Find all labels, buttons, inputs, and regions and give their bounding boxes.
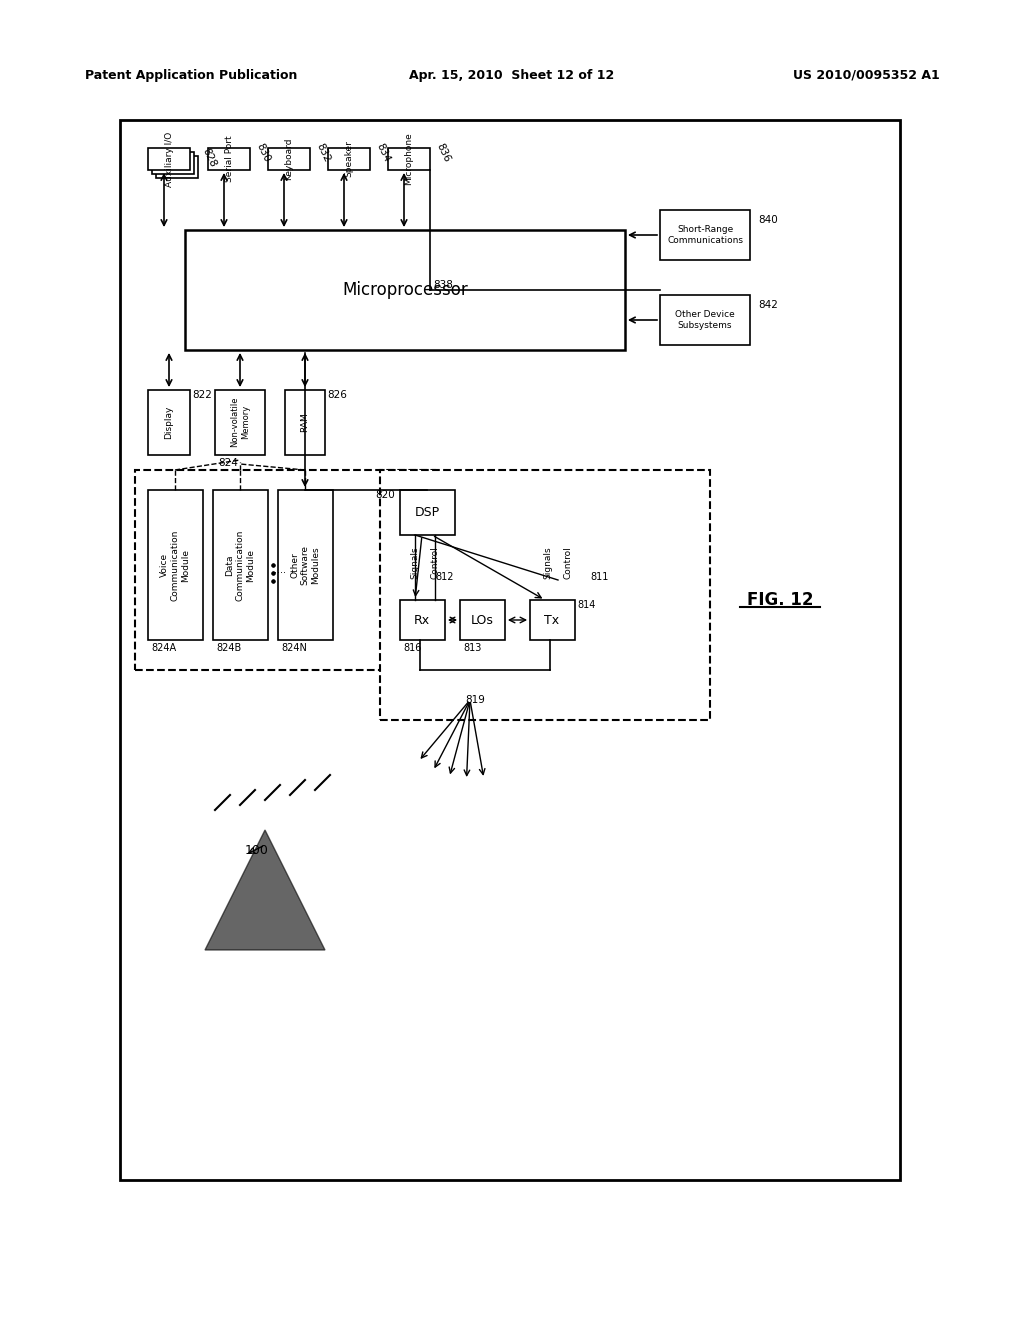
Text: 826: 826: [327, 389, 347, 400]
Text: 816: 816: [403, 643, 421, 653]
Bar: [148, 389, 190, 455]
Text: DSP: DSP: [415, 506, 439, 519]
Bar: [135, 470, 435, 671]
Text: 819: 819: [465, 696, 485, 705]
Text: Other Device
Subsystems: Other Device Subsystems: [675, 310, 735, 330]
Text: Signals: Signals: [544, 546, 553, 579]
Bar: [660, 294, 750, 345]
Text: 838: 838: [433, 280, 453, 290]
Bar: [120, 120, 900, 1180]
Bar: [185, 230, 625, 350]
Text: 842: 842: [758, 300, 778, 310]
Text: Auxiliary I/O: Auxiliary I/O: [165, 132, 173, 186]
Text: 832: 832: [314, 141, 332, 164]
Bar: [530, 601, 575, 640]
Text: RAM: RAM: [300, 412, 309, 432]
Text: 840: 840: [758, 215, 778, 224]
Text: Non-volatile
Memory: Non-volatile Memory: [230, 397, 250, 447]
Bar: [152, 152, 194, 174]
Text: 824N: 824N: [281, 643, 307, 653]
Text: .....: .....: [271, 565, 286, 576]
Text: 824B: 824B: [216, 643, 242, 653]
Text: Patent Application Publication: Patent Application Publication: [85, 69, 297, 82]
Text: Control: Control: [430, 546, 439, 579]
Text: 812: 812: [436, 572, 455, 582]
Bar: [328, 148, 370, 170]
Bar: [660, 210, 750, 260]
Text: 814: 814: [577, 601, 595, 610]
Bar: [148, 490, 203, 640]
Bar: [388, 148, 430, 170]
Text: Keyboard: Keyboard: [285, 137, 294, 181]
Text: Tx: Tx: [545, 614, 559, 627]
Bar: [268, 148, 310, 170]
Text: 836: 836: [434, 141, 452, 164]
Bar: [156, 156, 198, 178]
Text: 830: 830: [254, 143, 271, 164]
Text: 813: 813: [463, 643, 481, 653]
Text: Rx: Rx: [414, 614, 430, 627]
Text: 834: 834: [374, 141, 391, 164]
Bar: [460, 601, 505, 640]
Text: 822: 822: [193, 389, 212, 400]
Text: Microphone: Microphone: [404, 132, 414, 185]
Text: Display: Display: [165, 405, 173, 438]
Text: 820: 820: [375, 490, 394, 500]
Text: Other
Software
Modules: Other Software Modules: [290, 545, 319, 585]
Text: 828: 828: [200, 147, 217, 169]
Text: 100: 100: [245, 843, 269, 857]
Bar: [148, 148, 190, 170]
Polygon shape: [205, 830, 325, 950]
Text: Speaker: Speaker: [344, 140, 353, 177]
Bar: [213, 490, 268, 640]
Bar: [278, 490, 333, 640]
Text: 824: 824: [218, 458, 238, 469]
Text: Short-Range
Communications: Short-Range Communications: [667, 226, 743, 244]
Bar: [380, 470, 710, 719]
Text: Voice
Communication
Module: Voice Communication Module: [160, 529, 189, 601]
Text: Apr. 15, 2010  Sheet 12 of 12: Apr. 15, 2010 Sheet 12 of 12: [410, 69, 614, 82]
Text: Control: Control: [563, 546, 572, 579]
Text: FIG. 12: FIG. 12: [746, 591, 813, 609]
Bar: [400, 490, 455, 535]
Text: Signals: Signals: [411, 546, 420, 579]
Bar: [208, 148, 250, 170]
Text: Microprocessor: Microprocessor: [342, 281, 468, 300]
Text: LOs: LOs: [471, 614, 494, 627]
Text: Data
Communication
Module: Data Communication Module: [225, 529, 255, 601]
Bar: [400, 601, 445, 640]
Bar: [285, 389, 325, 455]
Text: 811: 811: [590, 572, 608, 582]
Text: US 2010/0095352 A1: US 2010/0095352 A1: [794, 69, 940, 82]
Text: Serial Port: Serial Port: [224, 136, 233, 182]
Bar: [215, 389, 265, 455]
Text: 824A: 824A: [151, 643, 176, 653]
